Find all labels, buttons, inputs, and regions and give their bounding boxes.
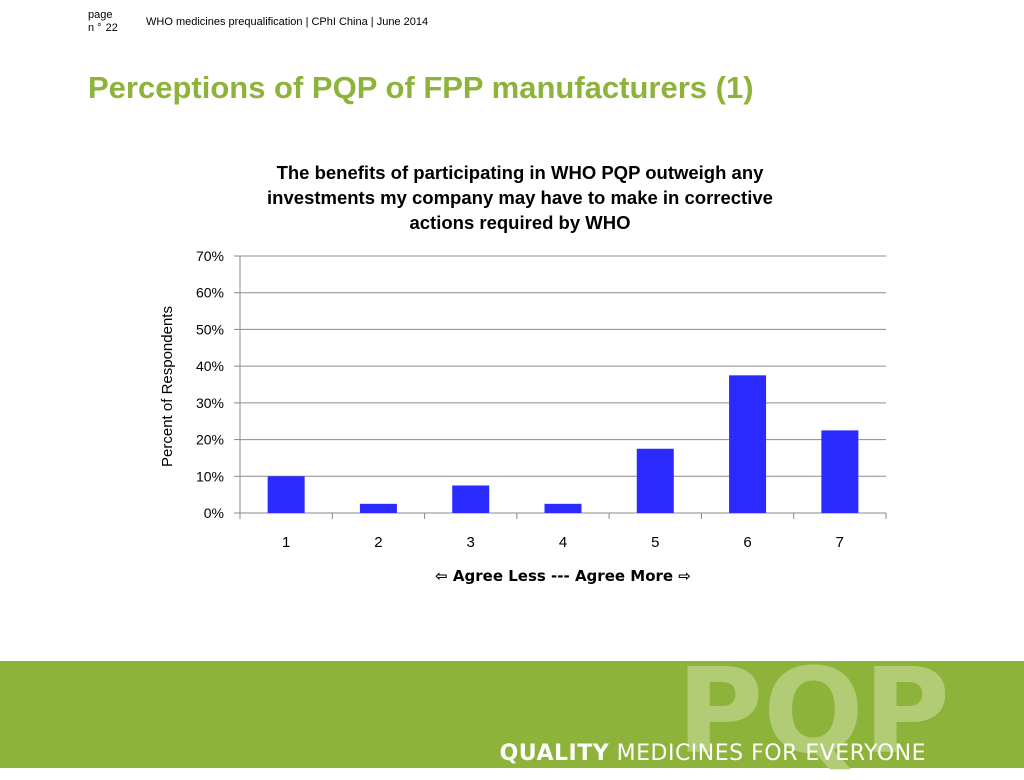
bar: [544, 503, 582, 513]
page-prefix: n °: [88, 22, 102, 34]
bar: [267, 476, 305, 513]
x-tick-label: 3: [467, 534, 475, 551]
x-tick-label: 4: [559, 534, 567, 551]
bar: [821, 430, 859, 513]
y-tick-label: 50%: [196, 321, 224, 337]
chart-title-line-1: The benefits of participating in WHO PQP…: [276, 162, 764, 183]
x-tick-label: 5: [651, 534, 659, 551]
y-tick-label: 10%: [196, 468, 224, 484]
header-text: WHO medicines prequalification | CPhI Ch…: [146, 16, 429, 28]
chart-title: The benefits of participating in WHO PQP…: [220, 160, 820, 235]
bar: [452, 485, 490, 513]
bar: [729, 375, 767, 513]
chart-title-line-2: investments my company may have to make …: [267, 187, 773, 208]
bar-chart: 0% 10% 20% 30% 40% 50% 60% 70% 1 2 3 4 5 6 7 ⇦ Agree Le…: [159, 248, 887, 585]
y-tick-label: 60%: [196, 285, 224, 301]
x-tick-label: 1: [282, 534, 290, 551]
chart-title-line-3: actions required by WHO: [409, 212, 631, 233]
bar: [359, 503, 397, 513]
x-tick-label: 2: [374, 534, 382, 551]
y-tick-label: 70%: [196, 248, 224, 264]
slide-title: Perceptions of PQP of FPP manufacturers …: [88, 70, 754, 105]
x-tick-label: 7: [836, 534, 844, 551]
y-tick-label: 30%: [196, 395, 224, 411]
footer-banner: PQP QUALITY MEDICINES FOR EVERYONE: [0, 651, 1024, 771]
tagline-bold: QUALITY: [499, 741, 610, 766]
page-number-value: 22: [105, 22, 118, 34]
bar: [636, 448, 674, 513]
tagline: QUALITY MEDICINES FOR EVERYONE: [500, 741, 926, 766]
tagline-rest: MEDICINES FOR EVERYONE: [609, 741, 926, 766]
page-number: page n ° 22: [88, 9, 118, 35]
y-tick-label: 20%: [196, 432, 224, 448]
x-tick-label: 6: [743, 534, 751, 551]
y-tick-label: 0%: [204, 505, 224, 521]
page-label: page: [88, 9, 113, 21]
pqp-logo: PQP: [676, 642, 950, 780]
y-axis-label: Percent of Respondents: [159, 306, 176, 467]
y-tick-label: 40%: [196, 358, 224, 374]
x-axis-label: ⇦ Agree Less --- Agree More ⇨: [435, 567, 691, 585]
